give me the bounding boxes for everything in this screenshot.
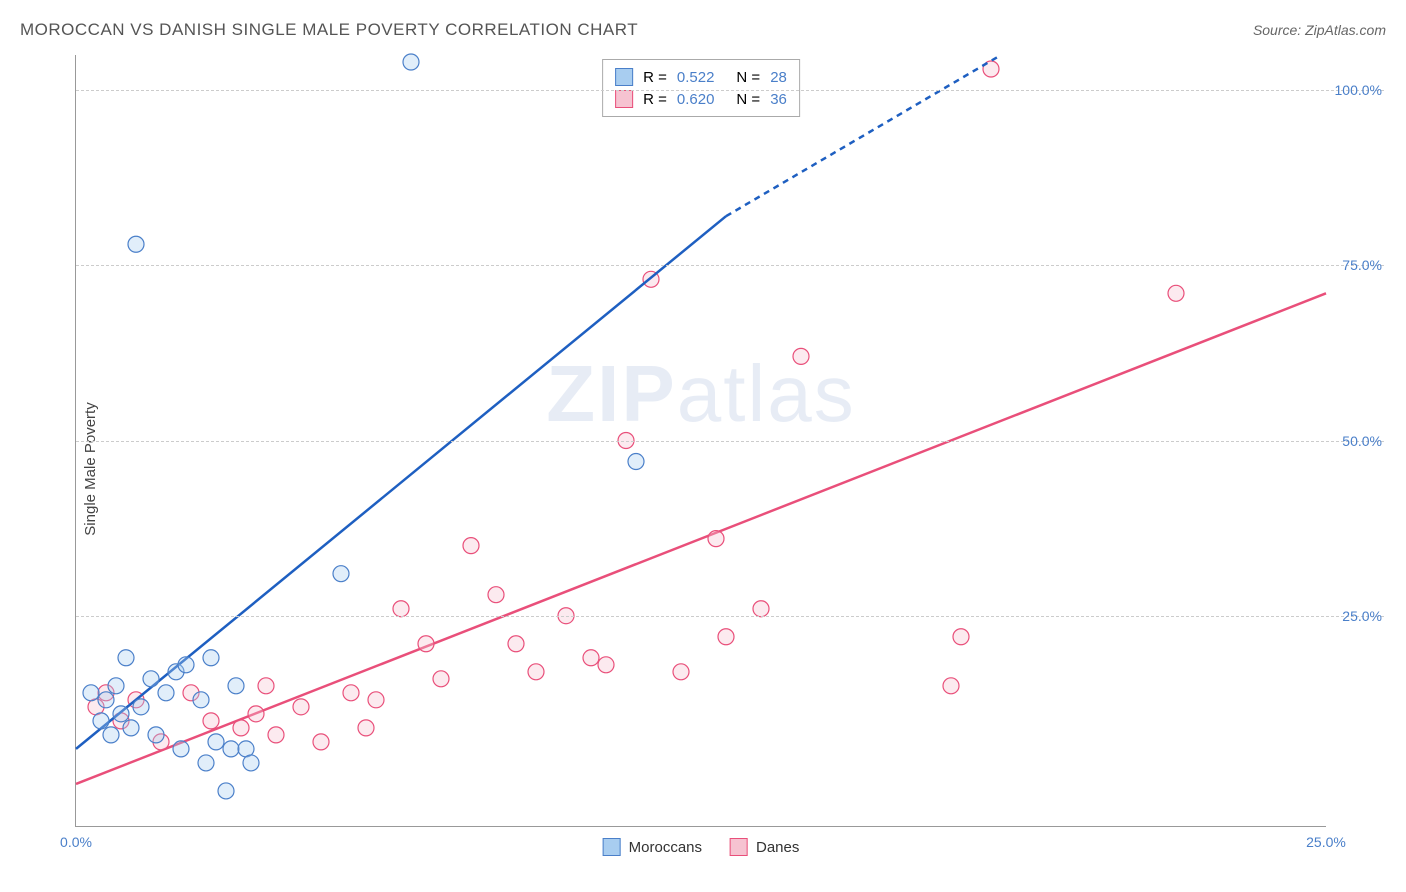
- stats-legend: R = 0.522 N = 28 R = 0.620 N = 36: [602, 59, 800, 117]
- data-point: [118, 650, 134, 666]
- data-point: [313, 734, 329, 750]
- data-point: [123, 720, 139, 736]
- stats-row-danes: R = 0.620 N = 36: [615, 88, 787, 110]
- data-point: [268, 727, 284, 743]
- data-point: [418, 636, 434, 652]
- r-label: R =: [643, 91, 667, 108]
- swatch-moroccans-icon: [603, 838, 621, 856]
- data-point: [258, 678, 274, 694]
- data-point: [718, 629, 734, 645]
- data-point: [243, 755, 259, 771]
- data-point: [333, 566, 349, 582]
- data-point: [293, 699, 309, 715]
- data-point: [508, 636, 524, 652]
- legend-item-moroccans: Moroccans: [603, 838, 702, 856]
- data-point: [133, 699, 149, 715]
- source-name: ZipAtlas.com: [1305, 22, 1386, 38]
- legend-label-danes: Danes: [756, 839, 799, 856]
- data-point: [598, 657, 614, 673]
- source-prefix: Source:: [1253, 22, 1305, 38]
- y-tick-label: 50.0%: [1342, 433, 1382, 449]
- gridline: [76, 90, 1384, 91]
- data-point: [343, 685, 359, 701]
- data-point: [433, 671, 449, 687]
- data-point: [403, 54, 419, 70]
- data-point: [1168, 285, 1184, 301]
- data-point: [108, 678, 124, 694]
- n-value-danes: 36: [770, 91, 787, 108]
- data-point: [113, 706, 129, 722]
- data-point: [158, 685, 174, 701]
- gridline: [76, 265, 1384, 266]
- y-tick-label: 75.0%: [1342, 257, 1382, 273]
- data-point: [708, 531, 724, 547]
- data-point: [358, 720, 374, 736]
- legend-item-danes: Danes: [730, 838, 799, 856]
- data-point: [753, 601, 769, 617]
- swatch-danes-icon: [730, 838, 748, 856]
- data-point: [368, 692, 384, 708]
- data-point: [173, 741, 189, 757]
- data-point: [528, 664, 544, 680]
- data-point: [98, 692, 114, 708]
- series-legend: Moroccans Danes: [603, 838, 800, 856]
- n-label: N =: [736, 69, 760, 86]
- r-value-moroccans: 0.522: [677, 69, 715, 86]
- gridline: [76, 441, 1384, 442]
- data-point: [223, 741, 239, 757]
- data-point: [83, 685, 99, 701]
- data-point: [793, 348, 809, 364]
- data-point: [218, 783, 234, 799]
- x-tick-label: 25.0%: [1306, 834, 1346, 850]
- data-point: [228, 678, 244, 694]
- data-point: [178, 657, 194, 673]
- data-point: [203, 713, 219, 729]
- chart-title: MOROCCAN VS DANISH SINGLE MALE POVERTY C…: [20, 20, 638, 40]
- data-point: [148, 727, 164, 743]
- n-label: N =: [736, 91, 760, 108]
- data-point: [198, 755, 214, 771]
- data-point: [203, 650, 219, 666]
- data-point: [208, 734, 224, 750]
- data-point: [93, 713, 109, 729]
- data-point: [233, 720, 249, 736]
- data-point: [628, 454, 644, 470]
- data-point: [673, 664, 689, 680]
- data-point: [128, 236, 144, 252]
- y-tick-label: 25.0%: [1342, 608, 1382, 624]
- data-point: [488, 587, 504, 603]
- y-tick-label: 100.0%: [1335, 82, 1382, 98]
- data-point: [393, 601, 409, 617]
- data-point: [248, 706, 264, 722]
- swatch-moroccans: [615, 68, 633, 86]
- data-point: [943, 678, 959, 694]
- r-label: R =: [643, 69, 667, 86]
- data-point: [583, 650, 599, 666]
- data-point: [953, 629, 969, 645]
- r-value-danes: 0.620: [677, 91, 715, 108]
- stats-row-moroccans: R = 0.522 N = 28: [615, 66, 787, 88]
- legend-label-moroccans: Moroccans: [629, 839, 702, 856]
- data-point: [193, 692, 209, 708]
- data-point: [103, 727, 119, 743]
- n-value-moroccans: 28: [770, 69, 787, 86]
- plot-area: ZIPatlas R = 0.522 N = 28 R = 0.620 N = …: [75, 55, 1326, 827]
- x-tick-label: 0.0%: [60, 834, 92, 850]
- data-point: [143, 671, 159, 687]
- source-attribution: Source: ZipAtlas.com: [1253, 22, 1386, 38]
- gridline: [76, 616, 1384, 617]
- data-point: [463, 538, 479, 554]
- swatch-danes: [615, 90, 633, 108]
